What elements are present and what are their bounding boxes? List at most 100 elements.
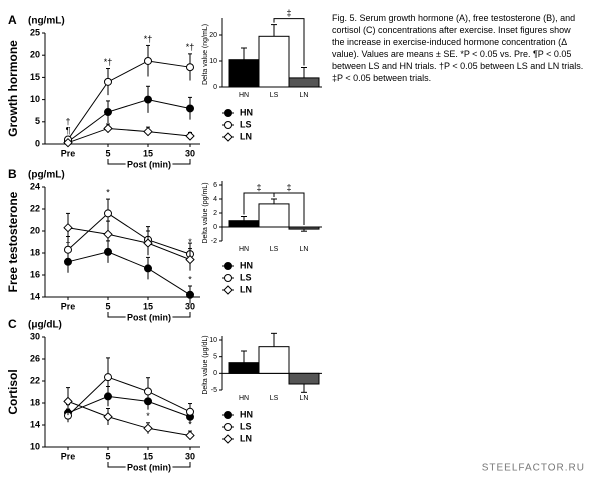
marker	[103, 412, 113, 422]
y-tick-label: 20	[30, 50, 40, 60]
y-tick-label: -2	[211, 238, 217, 245]
marker	[103, 123, 113, 134]
y-axis-label: Growth hormone	[6, 40, 20, 137]
y-tick-label: -5	[211, 387, 217, 394]
x-tick-label: Pre	[61, 301, 76, 311]
x-tick-label: LS	[270, 395, 279, 402]
panel-label: C	[8, 317, 17, 331]
series-line	[67, 99, 191, 143]
y-tick-label: 30	[30, 331, 40, 341]
legend-label: HN	[240, 107, 253, 117]
legend-label: LS	[240, 272, 252, 282]
marker	[186, 407, 194, 416]
series-line	[67, 251, 191, 296]
x-axis-label: Post (min)	[127, 312, 171, 322]
x-tick-label: HN	[239, 92, 249, 99]
legend-label: LN	[240, 433, 252, 443]
y-tick-label: 25	[30, 27, 40, 37]
y-tick-label: 16	[30, 269, 40, 279]
marker	[224, 109, 232, 117]
y-tick-label: 22	[30, 203, 40, 213]
watermark: STEELFACTOR.RU	[482, 463, 585, 474]
x-tick-label: 5	[105, 148, 110, 158]
unit-label: (ng/mL)	[28, 16, 65, 27]
x-tick-label: Pre	[61, 451, 76, 461]
x-bracket	[107, 462, 191, 468]
caption: Fig. 5. Serum growth hormone (A), free t…	[332, 13, 584, 83]
bracket	[273, 192, 305, 225]
y-tick-label: 14	[30, 419, 40, 429]
series-line	[67, 395, 191, 418]
point-label: *	[188, 237, 192, 247]
marker	[143, 126, 153, 137]
y-tick-label: 2	[213, 210, 217, 217]
bracket	[273, 18, 305, 66]
marker	[144, 264, 152, 273]
y-tick-label: 0	[213, 370, 217, 377]
series-line	[67, 127, 191, 144]
y-tick-label: 22	[30, 375, 40, 385]
y-tick-label: 15	[30, 72, 40, 82]
y-tick-label: 0	[35, 138, 40, 148]
unit-label: (μg/dL)	[28, 320, 62, 331]
marker	[63, 396, 73, 407]
series-line	[67, 227, 191, 261]
marker	[104, 373, 112, 382]
bar	[288, 226, 320, 230]
point-label: ¶	[66, 126, 71, 136]
y-axis-label: Delta value (ng/mL)	[202, 24, 209, 85]
bracket-label: ‡	[286, 182, 291, 192]
marker	[223, 132, 233, 142]
y-tick-label: 10	[209, 337, 217, 344]
x-tick-label: 5	[105, 451, 110, 461]
legend-label: LN	[240, 284, 252, 294]
x-tick-label: 30	[185, 148, 195, 158]
x-tick-label: HN	[239, 246, 249, 253]
bracket-label: ‡	[256, 182, 261, 192]
y-tick-label: 24	[30, 181, 40, 191]
marker	[103, 229, 113, 240]
x-tick-label: LS	[270, 92, 279, 99]
marker	[64, 245, 72, 254]
bar	[258, 203, 290, 228]
bar	[228, 362, 260, 374]
series-line	[67, 400, 191, 436]
marker	[104, 209, 112, 218]
point-label: *	[188, 419, 192, 429]
bar	[228, 220, 260, 228]
bracket-label: ‡	[286, 8, 291, 18]
marker	[185, 430, 195, 441]
marker	[104, 108, 112, 117]
point-label: *	[188, 274, 192, 284]
y-tick-label: 0	[213, 84, 217, 91]
point-label: *†	[144, 34, 153, 44]
y-tick-label: 10	[209, 58, 217, 65]
legend-label: LN	[240, 131, 252, 141]
y-tick-label: 10	[30, 94, 40, 104]
series-line	[67, 60, 191, 140]
point-label: *†	[104, 57, 113, 67]
y-axis-label: Cortisol	[6, 369, 20, 414]
marker	[224, 411, 232, 419]
panel-label: B	[8, 167, 17, 181]
y-tick-label: 4	[213, 196, 217, 203]
panel-label: A	[8, 13, 17, 27]
y-axis-label: Delta value (μg/dL)	[202, 335, 209, 394]
x-tick-label: 5	[105, 301, 110, 311]
x-axis-label: Post (min)	[127, 159, 171, 169]
y-tick-label: 20	[209, 32, 217, 39]
bar	[288, 372, 320, 385]
marker	[144, 95, 152, 104]
bar	[228, 59, 260, 88]
point-label: *	[106, 187, 110, 197]
y-tick-label: 10	[30, 441, 40, 451]
marker	[63, 137, 73, 148]
y-tick-label: 6	[213, 182, 217, 189]
y-tick-label: 5	[35, 116, 40, 126]
x-tick-label: 15	[143, 148, 153, 158]
marker	[185, 131, 195, 141]
marker	[144, 387, 152, 396]
x-tick-label: HN	[239, 395, 249, 402]
x-bracket	[107, 159, 191, 165]
